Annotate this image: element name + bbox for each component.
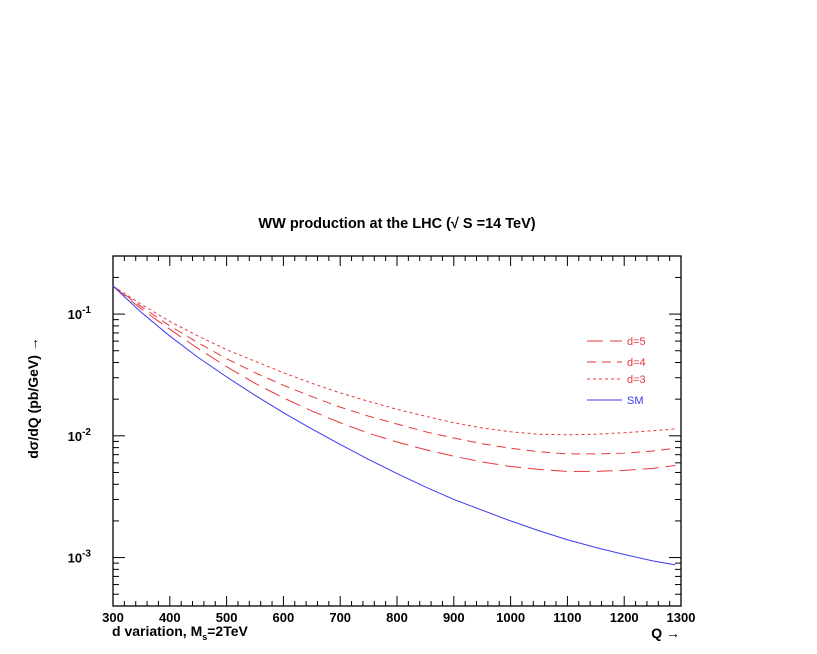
chart-title: WW production at the LHC (√ S =14 TeV) — [258, 216, 535, 232]
legend-label-d=5: d=5 — [627, 336, 646, 348]
x-tick-label: 1200 — [610, 610, 639, 625]
legend-label-d=3: d=3 — [627, 374, 646, 386]
x-tick-label: 300 — [102, 610, 124, 625]
series-line-d=3 — [112, 285, 676, 436]
x-tick-label: 1000 — [496, 610, 525, 625]
x-tick-label: 500 — [216, 610, 238, 625]
y-axis-label: dσ/dQ (pb/GeV) → — [25, 337, 41, 459]
x-tick-label: 600 — [273, 610, 295, 625]
bottom-left-label: d variation, Ms=2TeV — [112, 623, 249, 642]
legend-label-d=4: d=4 — [627, 357, 646, 369]
x-tick-label: 1100 — [553, 610, 581, 625]
plot-series — [112, 285, 676, 566]
x-tick-label: 1300 — [667, 610, 696, 625]
y-tick-label: 10-3 — [68, 549, 92, 566]
x-tick-label: 700 — [329, 610, 351, 625]
bottom-left-label-suffix: =2TeV — [207, 623, 248, 639]
y-tick-label: 10-1 — [68, 305, 92, 322]
plot-frame — [112, 255, 682, 607]
x-tick-label: 800 — [386, 610, 408, 625]
axis-ticks: 300 400 500 600 700 800 900 1000 1100 1200 1300 10-… — [68, 256, 696, 625]
x-tick-label: 900 — [443, 610, 465, 625]
x-tick-label: 400 — [159, 610, 181, 625]
series-line-d=5 — [112, 285, 676, 472]
series-line-SM — [112, 285, 676, 566]
series-line-d=4 — [112, 285, 676, 455]
bottom-left-label-prefix: d variation, M — [112, 623, 202, 639]
bottom-left-label-sub: s — [202, 632, 207, 642]
y-tick-label: 10-2 — [68, 427, 92, 444]
legend-label-SM: SM — [627, 395, 644, 407]
x-axis-label: Q → — [651, 625, 680, 641]
axes-frame — [112, 255, 682, 607]
legend: d=5 d=4 d=3 SM — [587, 336, 646, 407]
